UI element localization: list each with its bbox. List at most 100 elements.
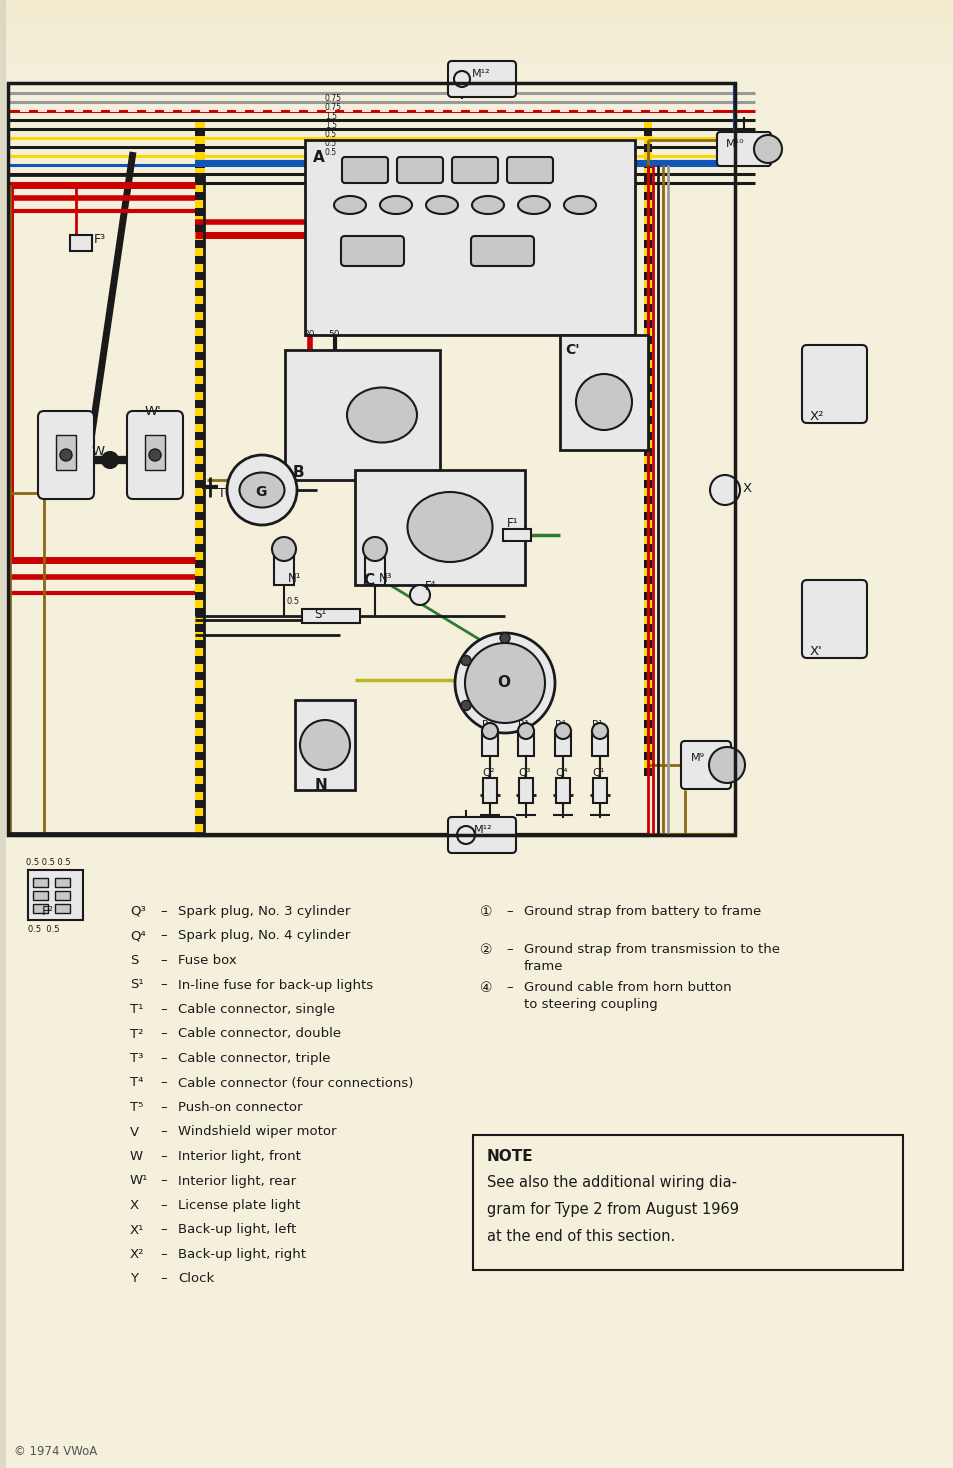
Bar [473,1135,902,1270]
Text: O: O [497,675,510,690]
Bar [194,528,205,536]
Bar [0,23,953,25]
Bar [194,264,205,272]
Bar [0,26,953,28]
Text: P²: P² [481,719,492,730]
Bar [643,264,651,272]
Bar [643,288,651,295]
Text: Windshield wiper motor: Windshield wiper motor [178,1126,336,1139]
Bar [643,144,651,151]
FancyBboxPatch shape [341,157,388,184]
Bar [194,816,205,824]
Text: S¹: S¹ [130,979,144,991]
Text: N: N [314,778,328,793]
Text: Push-on connector: Push-on connector [178,1101,302,1114]
Bar [194,144,205,151]
Bar [0,79,953,81]
Text: at the end of this section.: at the end of this section. [486,1229,675,1243]
Bar [0,48,953,50]
Text: –: – [160,904,167,918]
Text: N¹: N¹ [288,573,301,586]
Text: –: – [160,979,167,991]
FancyBboxPatch shape [448,818,516,853]
Circle shape [460,656,471,665]
Bar [643,336,651,344]
Bar [643,255,651,263]
Text: T': T' [218,487,229,501]
Text: F²: F² [42,904,54,918]
Circle shape [227,455,296,526]
Bar [194,712,205,719]
Text: B: B [293,465,304,480]
Text: –: – [160,1003,167,1016]
Bar [481,731,497,756]
Ellipse shape [334,197,366,214]
Bar [643,728,651,735]
Bar [194,784,205,791]
Circle shape [555,724,571,738]
Text: X: X [130,1199,139,1213]
Bar [55,878,70,887]
Bar [194,735,205,743]
Text: 1.5: 1.5 [325,112,336,120]
Bar [194,568,205,575]
Bar [194,800,205,807]
Bar [643,192,651,200]
Text: Interior light, front: Interior light, front [178,1149,300,1163]
Bar [0,70,953,72]
Text: –: – [160,1174,167,1188]
Bar [194,216,205,223]
Bar [0,29,953,32]
Text: Q³: Q³ [517,768,530,778]
Bar [0,46,953,47]
Text: F³: F³ [94,233,106,247]
FancyBboxPatch shape [717,132,770,166]
Text: –: – [160,1199,167,1213]
Bar [643,624,651,631]
Ellipse shape [517,197,550,214]
Bar [194,680,205,687]
Bar [643,528,651,536]
Bar [643,137,651,144]
Bar [194,584,205,592]
Bar [0,0,6,1468]
Bar [0,10,953,12]
Ellipse shape [239,473,284,508]
Bar [0,35,953,37]
Circle shape [102,452,118,468]
Text: Interior light, rear: Interior light, rear [178,1174,295,1188]
Circle shape [410,586,430,605]
Bar [643,768,651,775]
Bar [194,807,205,816]
Bar [643,568,651,575]
Circle shape [517,724,534,738]
Bar [194,633,205,640]
Bar [0,51,953,53]
Bar [145,435,165,470]
Text: W¹: W¹ [130,1174,149,1188]
Bar [194,352,205,360]
Bar [194,184,205,191]
Bar [194,225,205,232]
FancyBboxPatch shape [471,236,534,266]
Bar [0,65,953,66]
Bar [643,633,651,640]
FancyBboxPatch shape [680,741,730,788]
Bar [0,50,953,51]
Bar [0,7,953,9]
Text: –: – [160,1053,167,1064]
Text: Q²: Q² [481,768,494,778]
Text: ④: ④ [479,981,492,995]
Bar [33,878,48,887]
Bar [0,76,953,78]
Text: M⁹: M⁹ [690,753,704,763]
Text: 0.5 0.5 0.5: 0.5 0.5 0.5 [26,857,71,868]
FancyBboxPatch shape [38,411,94,499]
Bar [643,552,651,559]
Bar [70,235,91,251]
Bar [194,137,205,144]
Bar [643,208,651,216]
Bar [0,28,953,31]
Bar [194,656,205,664]
Bar [194,760,205,768]
